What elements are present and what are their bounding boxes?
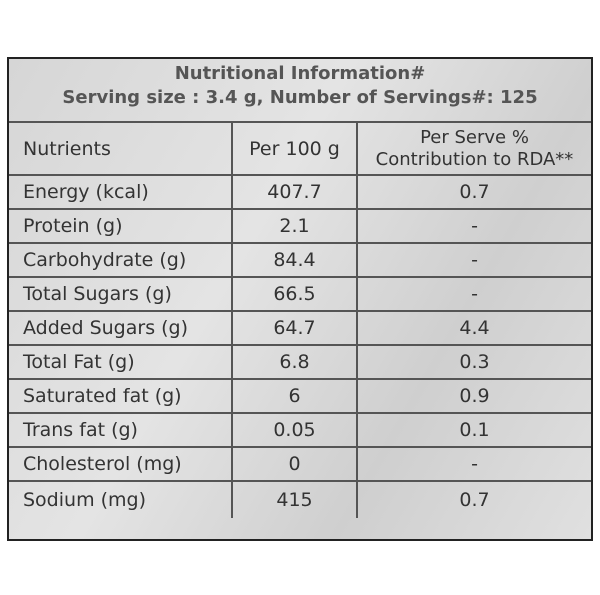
nutrition-label: Nutritional Information# Serving size : … xyxy=(7,57,593,541)
table-row: Protein (g) 2.1- xyxy=(9,208,591,244)
nutrient-value: 415 xyxy=(231,480,358,518)
nutrient-value: 0.05 xyxy=(231,412,358,448)
nutrient-value: 6.8 xyxy=(231,344,358,380)
serving-info: Serving size : 3.4 g, Number of Servings… xyxy=(62,87,538,108)
nutrient-value: 2.1 xyxy=(231,208,358,244)
nutrient-name: Trans fat (g) xyxy=(9,412,233,448)
column-header: Per Serve % Contribution to RDA** xyxy=(356,121,591,176)
header-row: Nutrients Per 100 g Per Serve % Contributio… xyxy=(9,121,591,176)
nutrient-value: 4.4 xyxy=(356,310,591,346)
nutrient-value: - xyxy=(356,446,591,482)
table-row: Cholesterol (mg) 0- xyxy=(9,446,591,482)
nutrient-value: 0.7 xyxy=(356,480,591,518)
nutrient-value: 407.7 xyxy=(231,174,358,210)
nutrient-name: Protein (g) xyxy=(9,208,233,244)
nutrient-value: - xyxy=(356,208,591,244)
nutrient-name: Cholesterol (mg) xyxy=(9,446,233,482)
table-row: Added Sugars (g) 64.7 4.4 xyxy=(9,310,591,346)
nutrient-name: Total Sugars (g) xyxy=(9,276,233,312)
nutrient-value: - xyxy=(356,276,591,312)
nutrient-value: - xyxy=(356,242,591,278)
nutrient-value: 0.7 xyxy=(356,174,591,210)
nutrient-name: Energy (kcal) xyxy=(9,174,233,210)
nutrition-table: Nutrients Per 100 g Per Serve % Contributio… xyxy=(9,121,591,518)
nutrient-name: Carbohydrate (g) xyxy=(9,242,233,278)
table-row: Trans fat (g) 0.05 0.1 xyxy=(9,412,591,448)
nutrient-name: Total Fat (g) xyxy=(9,344,233,380)
nutrient-value: 6 xyxy=(231,378,358,414)
column-header-line: Contribution to RDA** xyxy=(375,148,574,170)
nutrient-name: Added Sugars (g) xyxy=(9,310,233,346)
nutrient-value: 0.9 xyxy=(356,378,591,414)
table-row: Sodium (mg) 415 0.7 xyxy=(9,480,591,518)
nutrient-value: 0.3 xyxy=(356,344,591,380)
label-title: Nutritional Information# xyxy=(174,63,426,84)
nutrient-value: 84.4 xyxy=(231,242,358,278)
column-header-line: Per Serve % xyxy=(420,126,529,148)
column-header: Per 100 g xyxy=(231,121,358,176)
nutrient-value: 0.1 xyxy=(356,412,591,448)
table-row: Total Fat (g) 6.8 0.3 xyxy=(9,344,591,380)
nutrient-value: 0 xyxy=(231,446,358,482)
table-row: Carbohydrate (g) 84.4- xyxy=(9,242,591,278)
table-row: Total Sugars (g) 66.5- xyxy=(9,276,591,312)
nutrient-value: 66.5 xyxy=(231,276,358,312)
nutrient-name: Saturated fat (g) xyxy=(9,378,233,414)
column-header: Nutrients xyxy=(9,121,233,176)
table-row: Saturated fat (g) 6 0.9 xyxy=(9,378,591,414)
table-row: Energy (kcal) 407.7 0.7 xyxy=(9,174,591,210)
nutrient-name: Sodium (mg) xyxy=(9,480,233,518)
nutrient-value: 64.7 xyxy=(231,310,358,346)
